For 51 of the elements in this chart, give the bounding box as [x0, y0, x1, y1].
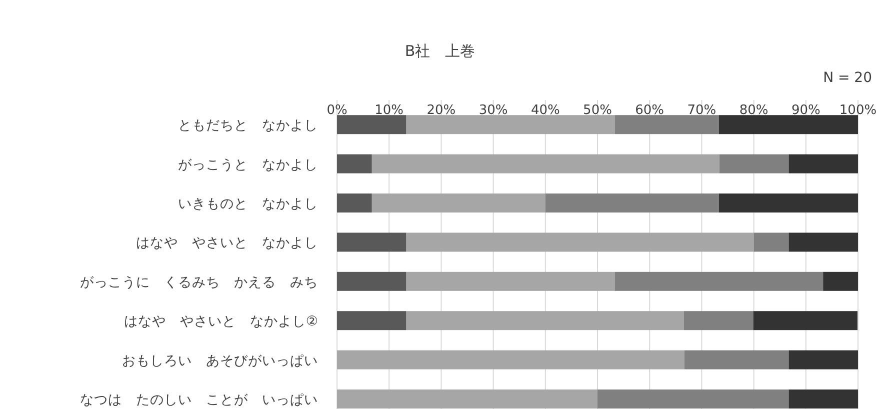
chart-title: B社 上巻 [404, 42, 476, 60]
text: N = 20 [823, 70, 872, 86]
x-tick-label: 50% [583, 103, 612, 118]
bar [614, 115, 719, 134]
bar [337, 272, 406, 291]
bar [823, 272, 858, 291]
x-tick-label: 90% [791, 103, 820, 118]
bar [406, 311, 684, 330]
bar [406, 272, 615, 291]
bar [337, 390, 598, 408]
bar [788, 390, 858, 408]
bar [788, 154, 858, 174]
bar [372, 194, 546, 212]
x-tick-label: 20% [426, 103, 456, 118]
bar [337, 115, 406, 134]
bar [788, 350, 858, 370]
x-tick-label: 70% [687, 103, 716, 118]
bar [337, 194, 372, 212]
y-tick-label: ともだちと なかよし [178, 118, 318, 134]
bar [718, 194, 858, 212]
y-tick-label: いきものと なかよし [178, 196, 318, 212]
bar [545, 194, 719, 212]
bar [337, 311, 406, 330]
y-tick-label: がっこうと なかよし [178, 156, 318, 173]
x-tick-label: 60% [635, 103, 664, 118]
bar [754, 232, 789, 252]
x-tick-label: 100% [839, 103, 877, 118]
bar [684, 311, 754, 330]
x-tick-label: 0% [326, 103, 348, 118]
bar [372, 154, 720, 174]
y-tick-label: はなや やさいと なかよし② [124, 314, 318, 330]
bar [406, 115, 615, 134]
bar [337, 232, 406, 252]
bar [788, 232, 858, 252]
bar [753, 311, 858, 330]
y-tick-label: はなや やさいと なかよし [136, 235, 318, 252]
bar [337, 154, 372, 174]
bar [598, 390, 789, 408]
y-tick-label: おもしろい あそびがいっぱい [122, 352, 318, 369]
bar [406, 232, 754, 252]
bar [719, 154, 789, 174]
x-tick-label: 80% [739, 103, 768, 118]
bar [684, 350, 789, 370]
x-tick-label: 30% [478, 103, 508, 118]
bar [718, 115, 858, 134]
x-tick-label: 10% [374, 103, 404, 118]
x-tick-label: 40% [530, 103, 560, 118]
y-tick-label: がっこうに くるみち かえる みち [80, 274, 318, 290]
y-tick-label: なつは たのしい ことが いっぱい [80, 392, 318, 408]
bar [614, 272, 824, 291]
bar [337, 350, 685, 370]
